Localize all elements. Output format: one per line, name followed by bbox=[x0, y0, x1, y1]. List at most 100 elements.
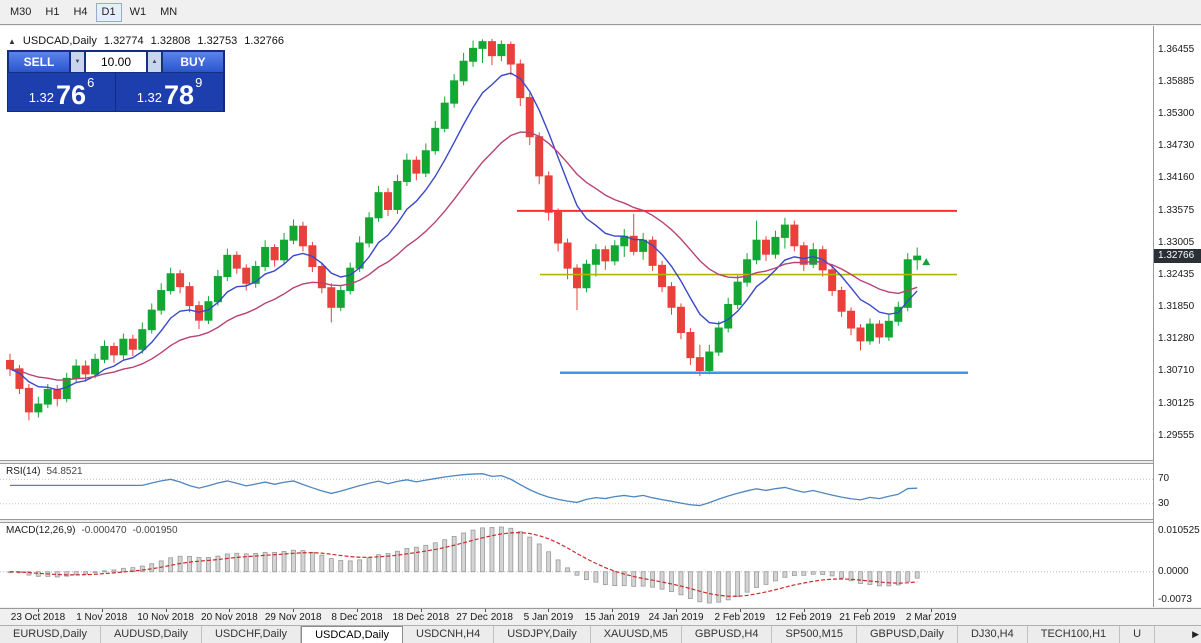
chart-tab-u[interactable]: U bbox=[1120, 626, 1156, 643]
candle bbox=[355, 236, 364, 273]
macd-histogram-bar bbox=[121, 567, 126, 573]
chart-tab-usdchf-daily[interactable]: USDCHF,Daily bbox=[202, 626, 302, 643]
candle bbox=[913, 247, 922, 270]
macd-histogram-bar bbox=[508, 527, 514, 573]
rsi-label: RSI(14) 54.8521 bbox=[6, 466, 83, 477]
candle bbox=[790, 220, 799, 252]
one-click-panel-toggle-icon[interactable]: ▲ bbox=[8, 36, 16, 46]
macd-histogram-bar bbox=[669, 571, 674, 593]
candle bbox=[6, 353, 14, 377]
candle bbox=[280, 232, 289, 265]
tab-scroll-right-button[interactable]: ▶ bbox=[1192, 629, 1199, 639]
buy-price-big-figure: 1.32 bbox=[136, 90, 163, 105]
chart-tab-gbpusd-h4[interactable]: GBPUSD,H4 bbox=[682, 626, 773, 643]
timeframe-button-w1[interactable]: W1 bbox=[129, 6, 147, 18]
chart-tab-xauusd-m5[interactable]: XAUUSD,M5 bbox=[591, 626, 682, 643]
macd-histogram-bar bbox=[300, 550, 306, 573]
macd-histogram-bar bbox=[64, 571, 70, 577]
rsi-indicator-pane[interactable]: RSI(14) 54.8521 bbox=[0, 464, 1201, 519]
candle bbox=[431, 121, 440, 155]
time-axis[interactable]: 23 Oct 2018 1 Nov 2018 10 Nov 2018 20 Nov 2… bbox=[0, 608, 1201, 625]
candle bbox=[658, 260, 667, 293]
timeframe-button-m30[interactable]: M30 bbox=[10, 6, 32, 18]
volume-increase-button[interactable]: ▲ bbox=[147, 51, 162, 73]
macd-histogram-bar bbox=[688, 571, 693, 599]
sell-price-pips: 76 bbox=[56, 80, 87, 110]
candle bbox=[573, 264, 581, 311]
time-axis-tick bbox=[38, 609, 39, 612]
time-axis-tick bbox=[548, 609, 550, 612]
candle bbox=[648, 236, 657, 271]
candle bbox=[743, 253, 752, 287]
macd-histogram-bar bbox=[253, 553, 259, 573]
candle bbox=[478, 39, 487, 63]
price-axis-label: 1.34730 bbox=[1158, 140, 1195, 152]
macd-histogram-bar bbox=[92, 571, 98, 574]
macd-histogram-bar bbox=[867, 571, 873, 585]
current-price-badge: 1.32766 bbox=[1154, 249, 1201, 264]
macd-histogram-bar bbox=[224, 553, 230, 573]
candle bbox=[402, 153, 411, 186]
chart-tab-usdcnh-h4[interactable]: USDCNH,H4 bbox=[403, 626, 495, 643]
chart-tab-sp500-m15[interactable]: SP500,M15 bbox=[772, 626, 857, 643]
sell-button[interactable]: SELL bbox=[8, 51, 70, 73]
macd-histogram-bar bbox=[829, 571, 835, 577]
macd-histogram-bar bbox=[215, 555, 221, 573]
candle bbox=[459, 52, 468, 86]
chart-tab-usdcad-daily[interactable]: USDCAD,Daily bbox=[301, 626, 404, 643]
sell-price-display[interactable]: 1.32 76 6 bbox=[8, 73, 115, 111]
time-axis-label: 15 Jan 2019 bbox=[584, 612, 640, 623]
chart-tab-dj30-h4[interactable]: DJ30,H4 bbox=[958, 626, 1028, 643]
candle bbox=[847, 307, 856, 336]
ohlc-high-value: 1.32808 bbox=[150, 35, 191, 47]
macd-histogram-bar bbox=[706, 571, 712, 604]
chart-tab-eurusd-daily[interactable]: EURUSD,Daily bbox=[0, 626, 101, 643]
macd-histogram-bar bbox=[659, 571, 665, 590]
candle bbox=[128, 334, 137, 356]
macd-histogram-bar bbox=[877, 571, 882, 587]
chart-tab-usdjpy-daily[interactable]: USDJPY,Daily bbox=[494, 626, 591, 643]
chart-tab-gbpusd-daily[interactable]: GBPUSD,Daily bbox=[857, 626, 958, 643]
macd-histogram-bar bbox=[895, 571, 901, 586]
macd-histogram-bar bbox=[272, 551, 278, 573]
buy-price-display[interactable]: 1.32 78 9 bbox=[116, 73, 223, 111]
macd-main-value: -0.000470 bbox=[81, 525, 127, 536]
candle bbox=[176, 269, 185, 294]
time-axis-label: 18 Dec 2018 bbox=[392, 612, 450, 623]
macd-histogram-bar bbox=[26, 571, 32, 576]
macd-histogram-bar bbox=[366, 557, 372, 573]
candle bbox=[289, 219, 298, 245]
macd-histogram-bar bbox=[139, 565, 145, 573]
macd-histogram-bar bbox=[234, 552, 240, 573]
candle bbox=[894, 301, 903, 326]
macd-histogram-bar bbox=[498, 526, 504, 573]
candle bbox=[270, 244, 279, 267]
price-axis-label: 1.35885 bbox=[1158, 75, 1195, 87]
main-chart-pane[interactable]: ▲ USDCAD,Daily 1.32774 1.32808 1.32753 1… bbox=[0, 26, 1201, 460]
buy-button[interactable]: BUY bbox=[162, 51, 224, 73]
candle bbox=[903, 253, 912, 312]
chart-symbol-label: USDCAD,Daily bbox=[22, 35, 97, 47]
time-axis-label: 5 Jan 2019 bbox=[523, 612, 574, 623]
volume-input[interactable] bbox=[85, 51, 147, 73]
timeframe-button-mn[interactable]: MN bbox=[160, 6, 178, 18]
one-click-trading-panel: SELL ▼ ▲ BUY 1.32 76 6 1.32 78 9 bbox=[7, 50, 225, 112]
chart-tab-audusd-daily[interactable]: AUDUSD,Daily bbox=[101, 626, 202, 643]
macd-histogram-bar bbox=[451, 535, 457, 573]
candle bbox=[393, 174, 402, 214]
macd-histogram-bar bbox=[395, 550, 400, 573]
volume-decrease-button[interactable]: ▼ bbox=[70, 51, 85, 73]
pane-separator[interactable] bbox=[0, 519, 1201, 523]
chart-tab-tech100-h1[interactable]: TECH100,H1 bbox=[1028, 626, 1121, 643]
macd-histogram-bar bbox=[291, 549, 296, 573]
time-axis-label: 2 Feb 2019 bbox=[714, 612, 766, 623]
macd-histogram-bar bbox=[102, 570, 107, 573]
timeframe-button-h4[interactable]: H4 bbox=[73, 6, 88, 18]
timeframe-button-h1[interactable]: H1 bbox=[45, 6, 60, 18]
candle bbox=[91, 353, 100, 379]
timeframe-button-d1[interactable]: D1 bbox=[95, 2, 122, 22]
time-axis-label: 2 Mar 2019 bbox=[905, 612, 957, 623]
ohlc-low-value: 1.32753 bbox=[197, 35, 238, 47]
macd-indicator-pane[interactable]: MACD(12,26,9) -0.000470 -0.001950 bbox=[0, 523, 1201, 607]
pane-separator[interactable] bbox=[0, 460, 1201, 464]
